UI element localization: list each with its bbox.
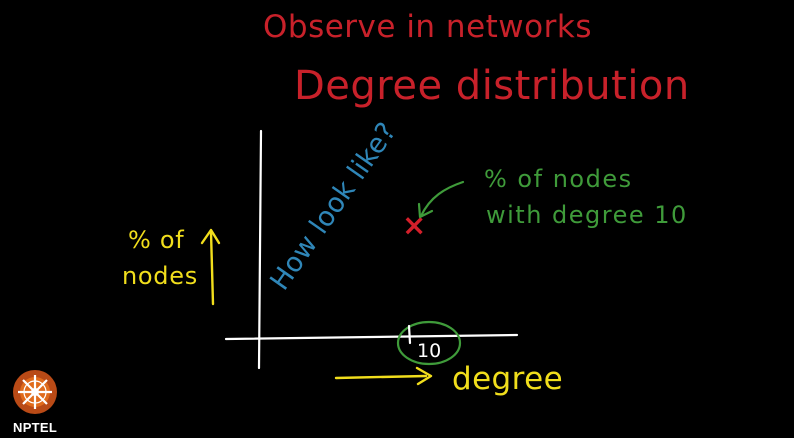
nptel-logo-spokes [18, 375, 52, 409]
y-axis-label-line-2: nodes [122, 262, 198, 290]
y-axis-label-line-1: % of [128, 226, 184, 254]
blue-question-note: How look like? [264, 117, 402, 296]
green-arrowhead [417, 202, 434, 219]
slide-title-line-2: Degree distribution [294, 63, 690, 109]
tick-mark [407, 324, 412, 345]
nptel-logo-text: NPTEL [13, 420, 57, 435]
green-note-line-1: % of nodes [484, 165, 633, 193]
x-axis-line [224, 333, 519, 341]
y-axis-line [257, 129, 263, 370]
x-axis-label: degree [452, 361, 563, 397]
nptel-logo-ring [23, 380, 47, 404]
y-axis-arrow [209, 230, 215, 306]
green-arrow [419, 180, 465, 218]
tick-highlight-circle [396, 320, 462, 366]
slide-title-line-1: Observe in networks [263, 9, 592, 45]
nptel-logo-icon [13, 370, 57, 414]
x-axis-arrow [334, 374, 428, 380]
y-axis-arrowhead [200, 228, 221, 245]
x-axis-value-label: 10 [417, 340, 441, 362]
x-axis-arrowhead [415, 366, 433, 386]
green-note-line-2: with degree 10 [486, 201, 688, 229]
